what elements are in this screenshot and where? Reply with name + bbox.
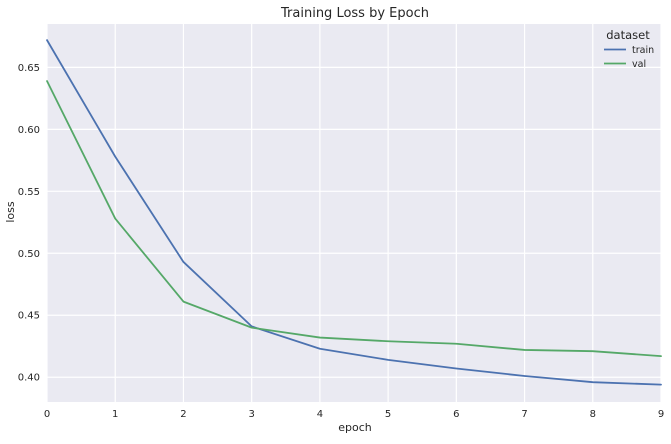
- legend-title: dataset: [606, 28, 650, 42]
- x-tick-label: 3: [248, 409, 254, 420]
- y-tick-label: 0.45: [18, 311, 40, 322]
- y-tick-label: 0.40: [18, 373, 40, 384]
- series-line-train: [46, 39, 662, 386]
- y-tick-label: 0.50: [18, 249, 40, 260]
- x-tick-label: 1: [112, 409, 118, 420]
- x-tick-label: 9: [658, 409, 664, 420]
- legend-items: train val: [604, 45, 654, 70]
- legend-label-val: val: [632, 59, 646, 70]
- x-tick-label: 4: [317, 409, 323, 420]
- series-lines: [46, 39, 662, 386]
- x-tick-label: 0: [44, 409, 50, 420]
- legend-label-train: train: [632, 45, 654, 56]
- x-axis-label: epoch: [338, 421, 372, 434]
- x-tick-label: 8: [590, 409, 596, 420]
- x-tick-label: 7: [521, 409, 527, 420]
- y-axis-label: loss: [4, 201, 17, 223]
- y-tick-label: 0.65: [18, 63, 40, 74]
- x-tick-label: 6: [453, 409, 459, 420]
- y-tick-label: 0.55: [18, 187, 40, 198]
- tick-labels: 0 1 2 3 4 5 6 7 8 9 0.40 0.45 0.50 0.55 0.60 0.65: [18, 63, 664, 420]
- x-tick-label: 2: [180, 409, 186, 420]
- legend: dataset train val: [604, 28, 654, 70]
- series-line-val: [46, 80, 662, 358]
- chart-title: Training Loss by Epoch: [280, 6, 429, 21]
- plot-area: [47, 24, 661, 402]
- y-tick-label: 0.60: [18, 125, 40, 136]
- grid: [46, 24, 662, 402]
- x-tick-label: 5: [385, 409, 391, 420]
